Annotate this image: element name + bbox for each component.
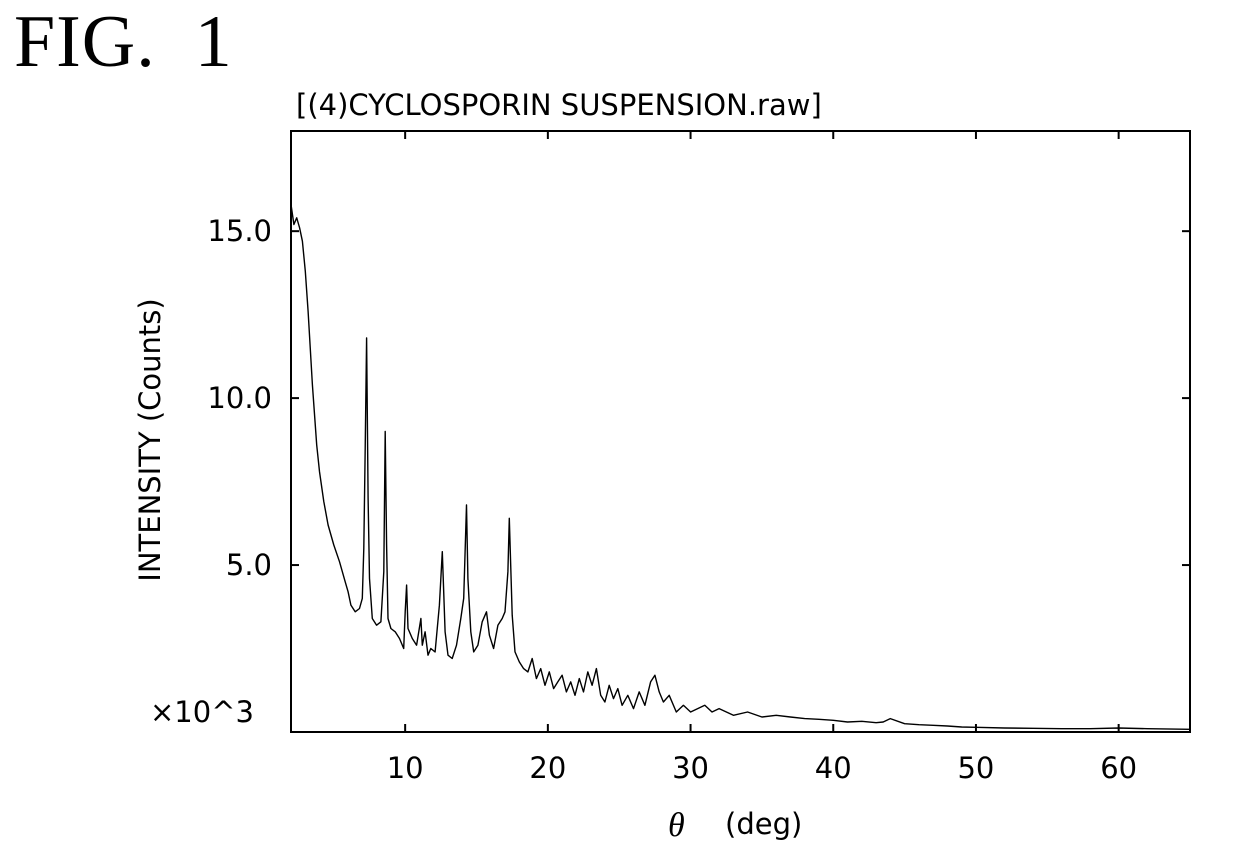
y-tick-label: 5.0 xyxy=(226,548,272,582)
x-tick-label: 50 xyxy=(957,751,994,785)
chart-title: [(4)CYCLOSPORIN SUSPENSION.raw] xyxy=(296,88,822,122)
y-axis-ticks: 5.0 10.0 15.0 xyxy=(207,214,1190,582)
x-axis-label-symbol: θ xyxy=(668,807,685,844)
x-tick-label: 20 xyxy=(529,751,566,785)
x-tick-label: 10 xyxy=(387,751,424,785)
x-axis-label: (deg) xyxy=(725,807,802,841)
x-axis-ticks: 10 20 30 40 50 60 xyxy=(387,131,1137,785)
x-tick-label: 30 xyxy=(672,751,709,785)
x-tick-label: 40 xyxy=(815,751,852,785)
plot-series xyxy=(291,205,1190,730)
y-tick-label: 10.0 xyxy=(207,381,272,415)
y-multiplier-label: ×10^3 xyxy=(150,695,254,729)
series-line xyxy=(291,205,1190,730)
y-tick-label: 15.0 xyxy=(207,214,272,248)
x-tick-label: 60 xyxy=(1100,751,1137,785)
y-axis-label: INTENSITY (Counts) xyxy=(133,298,167,581)
